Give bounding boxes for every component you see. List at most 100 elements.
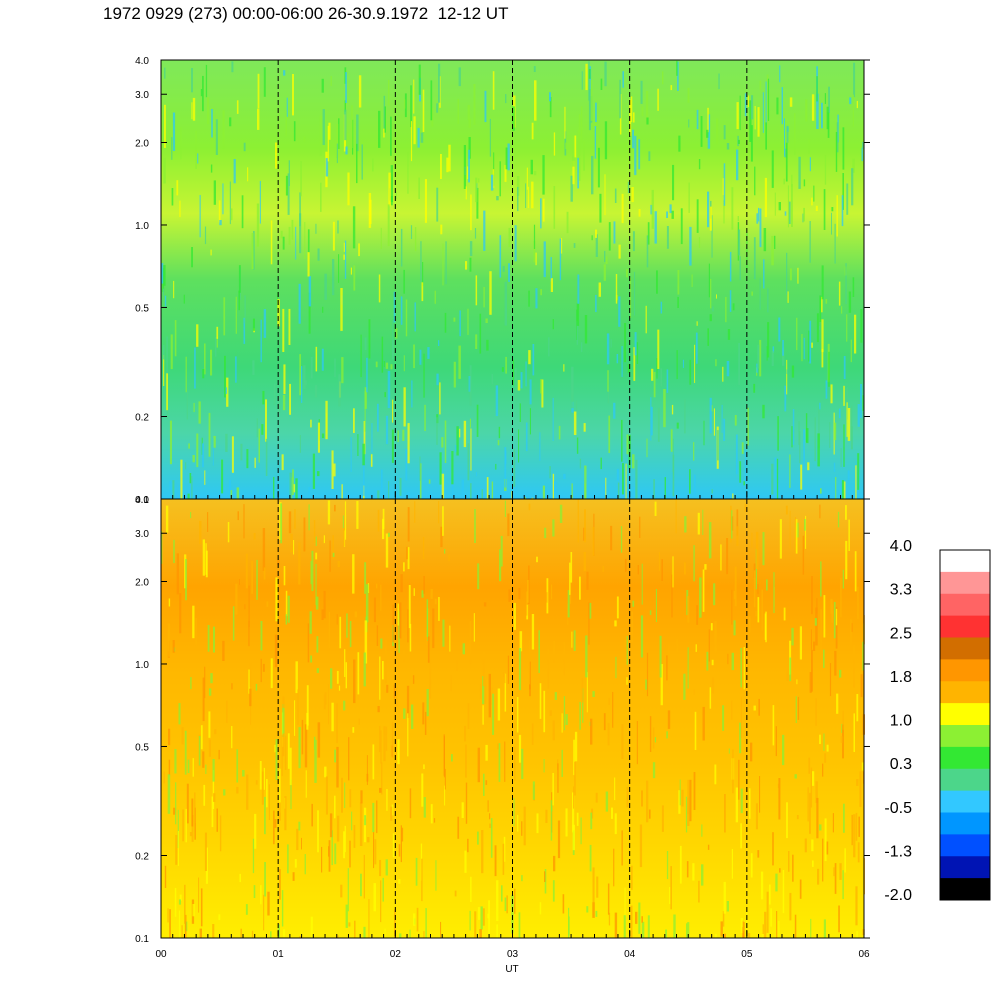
lower-panel: 0.10.20.51.02.03.04.0 00 01 02 03 04 05 06 UT [135, 495, 870, 975]
lower-streak [483, 773, 485, 796]
upper-streak [385, 362, 389, 369]
lower-streak [802, 535, 805, 575]
upper-streak [847, 408, 851, 441]
lower-streak [613, 848, 615, 887]
lower-streak [769, 884, 771, 905]
lower-streak [779, 519, 782, 559]
upper-streak [458, 428, 461, 438]
lower-streak [174, 888, 177, 917]
lower-streak [349, 621, 352, 648]
lower-streak [761, 934, 764, 938]
lower-streak [173, 807, 176, 815]
upper-streak [694, 474, 696, 498]
lower-streak [249, 688, 252, 707]
upper-streak [263, 309, 267, 338]
lower-streak [853, 814, 856, 858]
lower-streak [363, 807, 367, 819]
lower-streak [701, 864, 704, 886]
lower-streak [440, 921, 442, 938]
lower-streak [189, 832, 192, 837]
lower-streak [538, 630, 540, 673]
upper-streak [299, 354, 301, 396]
lower-streak [704, 564, 707, 570]
upper-streak [564, 106, 566, 139]
upper-streak [235, 296, 237, 334]
upper-streak [336, 143, 338, 164]
upper-streak [670, 429, 673, 452]
upper-streak [504, 447, 507, 488]
lower-streak [400, 825, 402, 863]
upper-streak [453, 361, 456, 388]
upper-streak [327, 125, 329, 162]
lower-streak [652, 727, 655, 749]
upper-streak [444, 312, 447, 333]
lower-streak [332, 552, 335, 557]
upper-streak [553, 132, 556, 156]
colorbar-swatch [940, 659, 990, 682]
lower-streak [421, 858, 423, 902]
upper-streak [796, 317, 798, 351]
lower-streak [724, 933, 726, 938]
lower-streak [407, 609, 409, 643]
upper-streak [191, 102, 193, 120]
lower-streak [514, 746, 516, 782]
lower-streak [438, 501, 440, 524]
lower-streak [519, 631, 523, 652]
upper-streak [721, 404, 723, 433]
upper-streak [495, 463, 497, 470]
upper-streak [783, 178, 785, 185]
lower-streak [310, 916, 313, 938]
lower-streak [485, 744, 488, 761]
upper-streak [840, 448, 842, 467]
lower-streak [568, 907, 570, 938]
upper-streak [486, 477, 489, 499]
upper-streak [672, 164, 675, 201]
upper-streak [207, 97, 210, 125]
upper-streak [484, 90, 487, 123]
upper-streak [831, 212, 832, 235]
lower-streak [174, 749, 177, 774]
upper-y-tick-label: 0.1 [135, 495, 149, 506]
lower-streak [579, 576, 581, 600]
upper-streak [604, 61, 607, 87]
upper-streak [698, 159, 701, 170]
upper-streak [300, 161, 302, 197]
upper-streak [599, 193, 602, 223]
upper-streak [786, 369, 788, 374]
upper-streak [531, 497, 534, 499]
upper-streak [782, 340, 784, 356]
upper-streak [729, 251, 732, 282]
lower-streak [306, 712, 309, 730]
lower-streak [536, 813, 539, 834]
lower-streak [757, 597, 760, 623]
upper-streak [363, 421, 366, 455]
upper-panel: 0.10.20.51.02.03.04.0 [135, 56, 870, 506]
lower-streak [557, 820, 561, 859]
upper-streak [581, 106, 583, 143]
upper-streak [843, 385, 845, 406]
upper-streak [438, 340, 440, 346]
lower-streak [222, 640, 225, 661]
upper-streak [789, 454, 791, 488]
upper-streak [781, 87, 783, 125]
lower-streak [284, 796, 287, 831]
lower-streak [297, 689, 299, 725]
lower-streak [218, 914, 221, 921]
lower-streak [731, 510, 733, 539]
lower-streak [683, 673, 686, 700]
upper-streak [483, 286, 485, 308]
lower-streak [186, 783, 189, 824]
upper-streak [364, 337, 367, 351]
colorbar-label: 0.3 [890, 756, 912, 773]
upper-streak [395, 328, 398, 339]
upper-streak [774, 235, 776, 249]
upper-streak [341, 484, 343, 499]
upper-streak [179, 200, 181, 218]
lower-streak [728, 748, 730, 754]
lower-streak [816, 797, 819, 839]
colorbar-swatch [940, 812, 990, 835]
upper-streak [811, 342, 813, 348]
upper-streak [533, 240, 536, 263]
colorbar: 4.03.32.51.81.00.3-0.5-1.3-2.0 [884, 538, 991, 904]
upper-streak [861, 147, 863, 162]
